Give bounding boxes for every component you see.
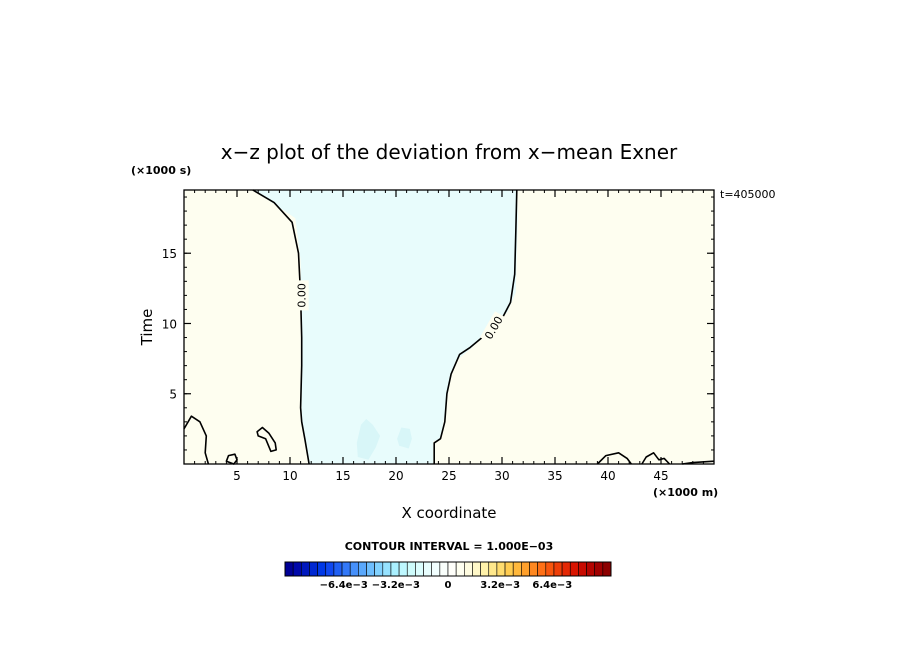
x-unit-label: (×1000 m) — [653, 486, 718, 499]
contour-line — [433, 189, 518, 464]
x-axis-label: X coordinate — [401, 504, 496, 522]
colorbar-cell — [561, 561, 571, 577]
colorbar-cell — [553, 561, 563, 577]
colorbar-cell — [317, 561, 327, 577]
colorbar-cell — [325, 561, 335, 577]
colorbar-cell — [406, 561, 416, 577]
colorbar-cell — [594, 561, 604, 577]
x-tick-label: 20 — [388, 469, 403, 483]
colorbar-cell — [463, 561, 473, 577]
colorbar-cell — [488, 561, 498, 577]
colorbar-cell — [284, 561, 294, 577]
x-tick-label: 35 — [547, 469, 562, 483]
colorbar-cell — [366, 561, 375, 577]
colorbar-frame — [284, 561, 612, 577]
colorbar-cell — [504, 561, 514, 577]
region-negative — [252, 190, 518, 464]
colorbar-cell — [398, 561, 408, 577]
colorbar-cell — [439, 561, 449, 577]
colorbar-cell — [521, 561, 530, 577]
colorbar-cell — [512, 561, 522, 577]
colorbar-cell — [349, 561, 359, 577]
colorbar-tick-label: −6.4e−3 — [320, 580, 368, 591]
x-tick-label: 40 — [600, 469, 615, 483]
colorbar-cell — [374, 561, 384, 577]
y-tick-label: 10 — [162, 317, 177, 331]
colorbar-tick-label: 6.4e−3 — [532, 580, 572, 591]
y-axis-ticks: 5 10 15 — [162, 247, 714, 402]
x-tick-label: 45 — [653, 469, 668, 483]
contour-line — [252, 189, 310, 465]
x-tick-label: 30 — [494, 469, 509, 483]
colorbar-labels: −6.4e−3 −3.2e−3 0 3.2e−3 6.4e−3 — [320, 580, 573, 591]
y-unit-label: (×1000 s) — [131, 164, 191, 177]
colorbar-cell — [569, 561, 579, 577]
colorbar-cell — [578, 561, 587, 577]
colorbar-cell — [602, 561, 612, 577]
contour-label-bg — [294, 280, 309, 311]
region-small-negative — [356, 419, 381, 460]
shaded-regions — [252, 190, 518, 464]
contour-line — [183, 415, 210, 465]
colorbar-cell — [431, 561, 441, 577]
colorbar-cell — [545, 561, 555, 577]
colorbar-cell — [480, 561, 490, 577]
contour-lines — [183, 189, 715, 465]
contour-line — [256, 426, 278, 453]
colorbar-cell — [309, 561, 318, 577]
y-axis-label: Time — [138, 309, 156, 347]
colorbar-cell — [529, 561, 538, 577]
time-label: t=405000 — [720, 188, 776, 201]
colorbar-tick-label: 3.2e−3 — [480, 580, 520, 591]
colorbar-cell — [472, 561, 481, 577]
colorbar-cell — [586, 561, 595, 577]
contour-label-bg — [479, 311, 508, 345]
contour-interval-text: CONTOUR INTERVAL = 1.000E−03 — [345, 540, 554, 553]
y-tick-label: 5 — [169, 388, 177, 402]
colorbar-cell — [300, 561, 310, 577]
colorbar-cell — [333, 561, 343, 577]
colorbar-cell — [292, 561, 302, 577]
contour-line — [641, 451, 671, 465]
region-small-negative — [397, 427, 412, 449]
colorbar-cell — [537, 561, 547, 577]
colorbar-cell — [415, 561, 424, 577]
colorbar-cell — [341, 561, 351, 577]
colorbar — [284, 561, 612, 577]
contour-label: 0.00 — [296, 283, 309, 308]
colorbar-cell — [423, 561, 432, 577]
colorbar-cell — [447, 561, 457, 577]
x-tick-label: 10 — [282, 469, 297, 483]
x-tick-label: 5 — [233, 469, 241, 483]
colorbar-tick-label: 0 — [445, 580, 452, 591]
colorbar-cell — [390, 561, 400, 577]
y-tick-label: 15 — [162, 247, 177, 261]
x-tick-label: 15 — [335, 469, 350, 483]
colorbar-cell — [358, 561, 367, 577]
colorbar-tick-label: −3.2e−3 — [372, 580, 420, 591]
colorbar-cell — [496, 561, 506, 577]
contour-line — [596, 451, 632, 465]
x-axis-ticks: 5 10 15 20 25 30 35 40 45 — [233, 190, 669, 483]
chart-title: x−z plot of the deviation from x−mean Ex… — [221, 140, 678, 164]
colorbar-cell — [455, 561, 465, 577]
x-tick-label: 25 — [441, 469, 456, 483]
colorbar-cell — [382, 561, 392, 577]
